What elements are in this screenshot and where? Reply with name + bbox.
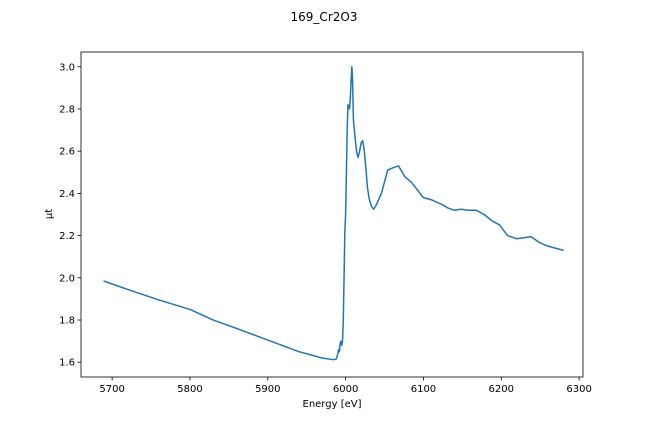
- x-tick-label: 6300: [566, 384, 591, 395]
- x-tick-label: 6000: [333, 384, 358, 395]
- y-tick-label: 2.0: [59, 273, 75, 284]
- y-axis-label: μt: [44, 209, 55, 219]
- chart-title: 169_Cr2O3: [291, 10, 358, 24]
- y-tick-label: 2.8: [59, 104, 75, 115]
- y-tick-label: 1.6: [59, 358, 75, 369]
- x-tick-label: 6100: [411, 384, 436, 395]
- x-axis-label: Energy [eV]: [303, 399, 362, 410]
- y-tick-label: 2.4: [59, 189, 75, 200]
- x-tick-label: 5800: [177, 384, 202, 395]
- x-tick-label: 5700: [99, 384, 124, 395]
- y-tick-label: 3.0: [59, 62, 75, 73]
- x-tick-label: 6200: [489, 384, 514, 395]
- series-line-0: [103, 66, 564, 361]
- x-tick-label: 5900: [255, 384, 280, 395]
- plot-frame: [80, 51, 584, 378]
- y-tick-label: 2.6: [59, 147, 75, 158]
- y-tick-label: 1.8: [59, 316, 75, 327]
- y-tick-label: 2.2: [59, 231, 75, 242]
- y-axis-ticks: 1.6 1.8 2.0 2.2 2.4 2.6 2.8 3.0: [59, 62, 81, 369]
- x-axis-ticks: 5700 5800 5900 6000 6100 6200 6300: [99, 377, 592, 395]
- plot-series: [103, 66, 564, 361]
